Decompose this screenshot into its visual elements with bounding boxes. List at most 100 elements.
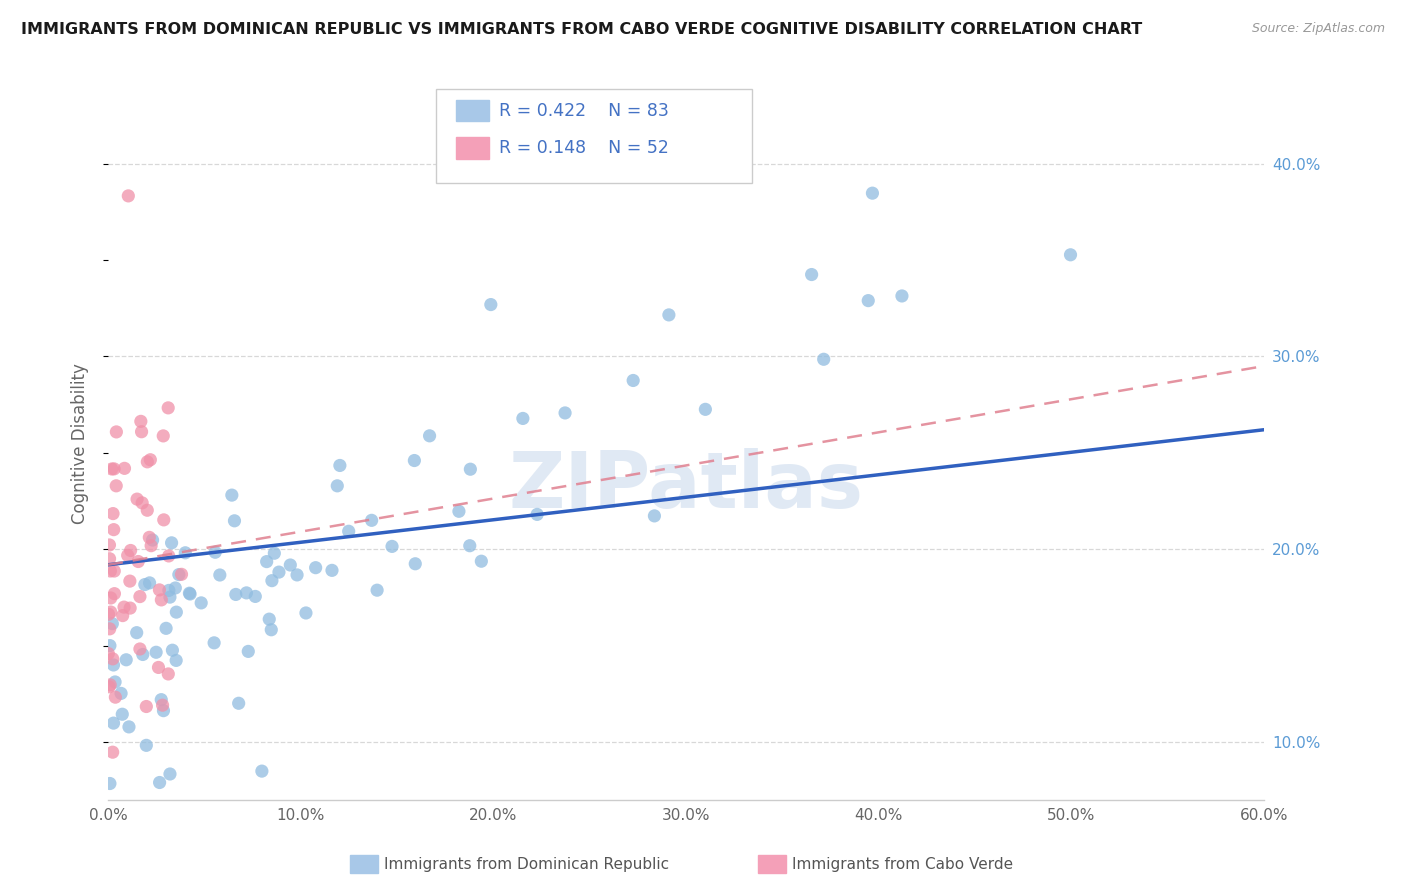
Point (228, 696, 250, 710)
Point (101, 616, 124, 631)
Point (858, 293, 880, 308)
Point (152, 429, 174, 443)
Point (257, 612, 280, 626)
Point (118, 720, 141, 734)
Point (174, 546, 197, 560)
Point (152, 698, 174, 713)
Point (235, 586, 257, 600)
Point (245, 590, 267, 604)
Point (145, 645, 167, 659)
Point (98, 639, 121, 653)
Point (135, 739, 157, 753)
Point (260, 623, 283, 637)
Point (103, 657, 125, 672)
Text: R = 0.148    N = 52: R = 0.148 N = 52 (499, 139, 669, 157)
Point (152, 513, 174, 527)
Point (148, 660, 170, 674)
Text: R = 0.422    N = 83: R = 0.422 N = 83 (499, 102, 669, 120)
Point (127, 555, 149, 569)
Point (238, 644, 260, 658)
Point (100, 605, 122, 619)
Text: Source: ZipAtlas.com: Source: ZipAtlas.com (1251, 22, 1385, 36)
Point (138, 575, 160, 590)
Text: Immigrants from Cabo Verde: Immigrants from Cabo Verde (792, 857, 1012, 871)
Point (138, 530, 160, 544)
Point (167, 567, 190, 582)
Point (179, 586, 201, 600)
Point (165, 605, 187, 619)
Point (98, 551, 121, 566)
Point (162, 643, 184, 657)
Point (117, 189, 139, 203)
Text: ZIPatlas: ZIPatlas (509, 448, 863, 524)
Point (142, 533, 165, 547)
Point (149, 775, 172, 789)
Point (165, 653, 187, 667)
Point (120, 543, 142, 558)
Point (150, 593, 173, 607)
Point (204, 545, 226, 559)
Point (295, 606, 318, 620)
Point (131, 425, 153, 439)
Point (890, 289, 912, 303)
Point (135, 699, 157, 714)
Point (190, 596, 212, 610)
Point (321, 563, 343, 577)
Point (136, 503, 159, 517)
Point (101, 745, 124, 759)
Point (152, 704, 174, 718)
Point (366, 583, 388, 598)
Text: Immigrants from Dominican Republic: Immigrants from Dominican Republic (384, 857, 669, 871)
Point (263, 546, 285, 560)
Point (100, 591, 122, 605)
Point (159, 590, 181, 604)
Point (100, 564, 122, 578)
Point (658, 308, 681, 322)
Point (157, 667, 180, 681)
Point (621, 374, 644, 388)
Point (404, 557, 426, 571)
Point (329, 458, 352, 473)
Point (112, 600, 135, 615)
Point (129, 642, 152, 657)
Point (813, 352, 835, 367)
Point (157, 549, 180, 563)
Point (360, 513, 382, 527)
Point (101, 507, 124, 521)
Point (554, 406, 576, 420)
Point (460, 462, 482, 476)
Point (526, 508, 548, 522)
Point (110, 686, 132, 700)
Point (129, 414, 152, 428)
Point (139, 452, 162, 467)
Point (136, 455, 159, 469)
Point (103, 587, 125, 601)
Point (179, 587, 201, 601)
Point (125, 492, 148, 507)
Point (165, 581, 187, 595)
Point (643, 508, 665, 523)
Point (104, 675, 127, 690)
Point (98, 622, 121, 636)
Point (170, 567, 193, 582)
Point (285, 568, 308, 582)
Point (447, 504, 470, 518)
Point (132, 648, 155, 662)
Point (404, 453, 426, 467)
Point (150, 692, 173, 706)
Point (98, 776, 121, 790)
Point (160, 536, 183, 550)
Point (120, 601, 142, 615)
Point (98, 678, 121, 692)
Point (101, 462, 124, 476)
Point (159, 767, 181, 781)
Point (98, 680, 121, 694)
Point (105, 479, 128, 493)
Point (97, 647, 120, 661)
Point (125, 625, 148, 640)
Point (101, 652, 124, 666)
Point (381, 540, 404, 554)
Point (512, 411, 534, 425)
Point (862, 186, 884, 201)
Point (256, 555, 278, 569)
